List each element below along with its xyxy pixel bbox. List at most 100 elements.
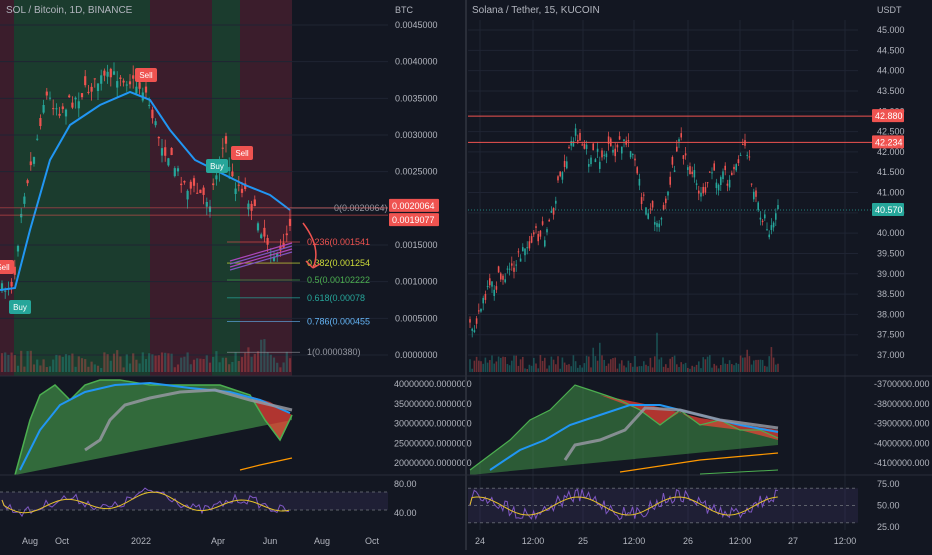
candle-body [224,136,228,144]
candle-body [764,214,766,219]
volume-bar [649,357,652,372]
right-chart-title: Solana / Tether, 15, KUCOIN [472,5,600,16]
volume-bar [759,359,762,372]
badge-bg [389,213,439,227]
candle [132,65,135,89]
fib-level[interactable]: 0.618(0.00078 [227,293,365,303]
volume-bar [687,367,689,372]
volume-bar [138,363,141,372]
candle-body [61,106,64,110]
volume-bar [775,364,777,372]
candle-body [132,75,135,79]
volume-bar [493,363,495,372]
right-price-tick: 39.000 [877,269,905,279]
left-curved-arrow[interactable] [302,222,321,269]
volume-bar [579,365,581,372]
rsi-line [1,487,290,518]
volume-bar [148,353,151,372]
rsi-tick: 75.00 [877,479,900,489]
candle [202,185,205,205]
candle [285,225,288,242]
candle-body [90,86,93,92]
fib-level[interactable]: 0.236(0.001541 [227,237,370,247]
volume-bar [777,363,779,372]
candle-body [39,118,42,127]
volume-bar [678,367,680,372]
candle-body [583,143,586,149]
candle [128,74,132,89]
candle-body [596,148,599,152]
volume-bar [651,367,654,372]
volume-bar [231,361,234,372]
volume-bar [647,366,649,372]
candle [704,181,707,195]
candle [260,232,263,240]
left-purple-channel[interactable] [229,242,293,271]
fib-label: 1(0.0000380) [307,347,361,357]
volume-bar [276,362,279,372]
volume-bar [482,363,484,372]
channel-line[interactable] [229,242,293,262]
candle [64,108,68,125]
volume-bar [511,360,513,372]
candle-body [777,205,779,210]
osc-tick: -3800000.000 [874,399,930,409]
candle-body [221,147,224,149]
channel-line[interactable] [229,251,293,271]
candle [480,308,482,313]
right-price-axis[interactable]: 45.00044.50044.00043.50043.00042.50042.0… [877,25,905,360]
left-time-axis[interactable]: Aug Oct 2022 Apr Jun Aug Oct [22,536,380,546]
right-price-tick: 37.000 [877,350,905,360]
candle-body [544,240,546,247]
candle-body [256,223,260,231]
candle [742,138,744,146]
candle [607,131,610,151]
fib-level[interactable]: 0.5(0.00102222 [227,275,370,285]
candle-body [621,146,623,154]
volume-bar [64,354,68,372]
time-tick: Oct [365,536,380,546]
left-horizontal-lines[interactable] [0,207,388,216]
candle [266,234,269,252]
candle-body [192,178,196,186]
left-rsi-axis: 80.00 40.00 [394,479,417,518]
candle-body [581,144,583,146]
volume-bar [125,354,128,372]
candle [87,85,90,95]
volume-bar [533,357,535,372]
candle [497,265,500,273]
candle-body [616,144,619,148]
candle [753,188,755,203]
fib-level[interactable]: 0.382(0.001254 [227,258,370,268]
volume-bar [700,368,702,372]
candle-body [746,154,748,156]
candle-body [563,161,566,167]
volume-bar [269,354,272,372]
candle [539,229,542,240]
volume-bar [753,360,755,372]
candle-body [84,76,87,86]
candle [84,70,87,88]
sell-signal: Sell [0,260,14,274]
fib-level[interactable]: 1(0.0000380) [227,347,361,357]
candle [511,256,513,271]
candle-body [673,170,676,172]
candle-body [572,140,575,147]
candle-body [228,166,231,172]
candle [288,209,292,231]
volume-bar [212,356,215,372]
candle-body [667,191,669,196]
candle [768,230,770,240]
candle [764,209,766,221]
right-horizontal-lines[interactable] [468,115,876,211]
candle [563,154,566,172]
right-time-axis[interactable]: 24 12:00 25 12:00 26 12:00 27 12:00 [475,536,856,546]
volume-bar [530,365,533,372]
candle-body [702,186,704,194]
channel-line[interactable] [229,248,293,268]
candle-body [469,319,471,323]
channel-line[interactable] [229,245,293,265]
candle-body [691,171,693,174]
fib-level[interactable]: 0.786(0.000455 [227,317,370,327]
